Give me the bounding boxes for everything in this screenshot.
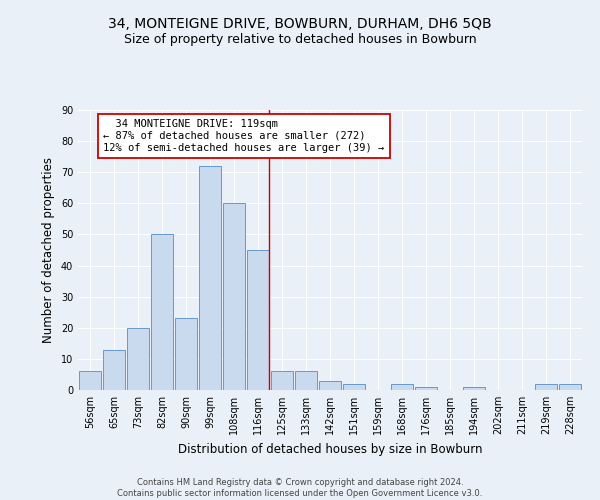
Text: 34, MONTEIGNE DRIVE, BOWBURN, DURHAM, DH6 5QB: 34, MONTEIGNE DRIVE, BOWBURN, DURHAM, DH… <box>108 18 492 32</box>
Text: 34 MONTEIGNE DRIVE: 119sqm
← 87% of detached houses are smaller (272)
12% of sem: 34 MONTEIGNE DRIVE: 119sqm ← 87% of deta… <box>103 120 385 152</box>
Bar <box>223 204 245 390</box>
Bar <box>415 387 437 390</box>
Bar <box>103 350 125 390</box>
Y-axis label: Number of detached properties: Number of detached properties <box>42 157 55 343</box>
Bar <box>151 234 173 390</box>
Bar <box>127 328 149 390</box>
Bar <box>391 384 413 390</box>
Bar <box>343 384 365 390</box>
Bar <box>175 318 197 390</box>
Bar <box>535 384 557 390</box>
Text: Contains HM Land Registry data © Crown copyright and database right 2024.
Contai: Contains HM Land Registry data © Crown c… <box>118 478 482 498</box>
Bar <box>319 380 341 390</box>
Bar <box>463 387 485 390</box>
Bar <box>79 372 101 390</box>
Bar <box>247 250 269 390</box>
Bar <box>199 166 221 390</box>
Bar <box>559 384 581 390</box>
Bar <box>271 372 293 390</box>
X-axis label: Distribution of detached houses by size in Bowburn: Distribution of detached houses by size … <box>178 442 482 456</box>
Bar <box>295 372 317 390</box>
Text: Size of property relative to detached houses in Bowburn: Size of property relative to detached ho… <box>124 32 476 46</box>
